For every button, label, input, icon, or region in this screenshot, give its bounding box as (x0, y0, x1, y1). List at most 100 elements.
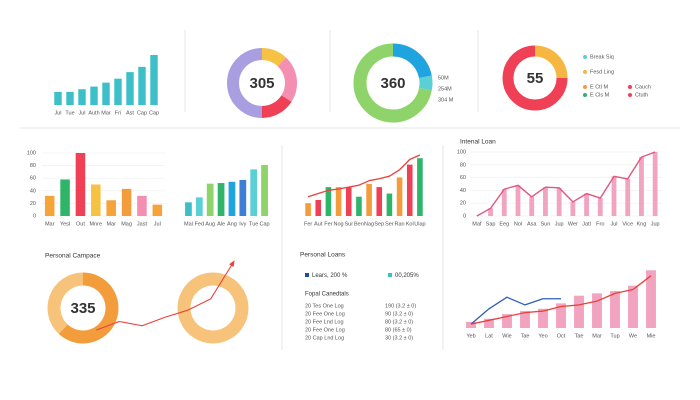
bar (515, 185, 521, 216)
x-tick-label: Aut (314, 221, 323, 227)
legend-swatch (628, 85, 632, 89)
x-tick-label: Ast (126, 110, 134, 116)
bar (150, 55, 158, 105)
bar (217, 183, 225, 216)
donut-segment (261, 48, 286, 67)
bar (137, 195, 147, 216)
x-tick-label: Out (76, 221, 85, 227)
bar (502, 314, 512, 328)
bar (556, 187, 562, 216)
bar (152, 204, 163, 216)
x-tick-label: Tue (65, 110, 74, 116)
legend-label: Break Siq (590, 54, 614, 60)
x-tick-label: Mar (592, 333, 602, 339)
y-tick-label: 20 (460, 201, 466, 207)
x-tick-label: Mnre (90, 221, 103, 227)
bar (345, 187, 352, 216)
bar (261, 165, 268, 216)
bar (60, 179, 70, 216)
x-tick-label: Maf (472, 221, 482, 227)
table-cell: 190 (3.2 ± 0) (385, 303, 416, 309)
bar (646, 270, 656, 328)
x-tick-label: Eeg (499, 221, 509, 227)
x-tick-label: Ivy (239, 221, 246, 227)
table-cell: 80 (65 ± 0) (385, 327, 412, 333)
y-tick-label: 40 (30, 188, 36, 194)
donut-segment (534, 45, 568, 79)
bar (195, 197, 203, 216)
donut-segment (261, 94, 292, 118)
x-tick-label: Fri (115, 110, 121, 116)
legend-swatch (628, 93, 632, 97)
bar (574, 295, 584, 328)
center-label: 55 (527, 70, 544, 87)
bar (597, 198, 603, 216)
x-tick-label: Kol (406, 221, 414, 227)
line (470, 296, 561, 325)
x-tick-label: Tup (610, 333, 619, 339)
bar (406, 164, 413, 216)
bar (250, 169, 258, 216)
x-tick-label: Ang (227, 221, 237, 227)
x-tick-label: Jul (154, 221, 161, 227)
x-tick-label: Nag (364, 221, 374, 227)
bar (138, 66, 146, 105)
x-tick-label: Tae (521, 333, 530, 339)
legend-swatch (305, 273, 309, 277)
bar (75, 153, 86, 216)
x-tick-label: Yeo (538, 333, 547, 339)
center-label: 335 (70, 300, 95, 317)
bar (121, 188, 132, 216)
legend-swatch (388, 273, 392, 277)
legend-label: Fesd Ling (590, 69, 614, 75)
legend-label: E Ctl M (590, 84, 608, 90)
bar (543, 187, 548, 216)
x-tick-label: Ben (354, 221, 364, 227)
center-label: 360 (380, 75, 405, 92)
x-tick-label: Mar (101, 110, 111, 116)
bar (44, 195, 55, 216)
line (476, 151, 656, 217)
x-tick-label: Ale (217, 221, 225, 227)
x-tick-label: Mar (106, 221, 116, 227)
table-cell: 20 Fee One Log (305, 311, 345, 317)
bar (610, 291, 620, 328)
x-tick-label: Wie (502, 333, 511, 339)
legend-label: Ctuth (635, 92, 648, 98)
x-tick-label: Mar (45, 221, 55, 227)
line (307, 154, 421, 198)
x-tick-label: Mie (647, 333, 656, 339)
donut-segment (418, 75, 433, 91)
x-tick-label: Nog (334, 221, 344, 227)
bar (54, 91, 62, 105)
x-tick-label: Jast (137, 221, 148, 227)
bar (396, 177, 403, 216)
x-tick-label: Yeb (466, 333, 475, 339)
bar (78, 89, 86, 105)
center-label: 305 (249, 75, 274, 92)
x-tick-label: Jatl (582, 221, 591, 227)
x-tick-label: Mag (121, 221, 132, 227)
segment-label: 254M (438, 86, 452, 92)
bar (91, 184, 101, 216)
x-tick-label: Nol (514, 221, 522, 227)
x-tick-label: Fed (195, 221, 204, 227)
donut-segment (353, 43, 432, 123)
bar (501, 189, 507, 216)
x-tick-label: Auth (88, 110, 99, 116)
bar (239, 179, 247, 216)
bar (417, 158, 423, 216)
legend-swatch (583, 70, 587, 74)
bar (538, 308, 548, 328)
x-tick-label: Jul (78, 110, 85, 116)
bar (592, 293, 602, 328)
bar (529, 196, 535, 216)
bar (639, 157, 644, 216)
donut-segment (58, 272, 119, 344)
chart-title: Intenal Loan (460, 139, 496, 146)
legend-label: Lears, 200 % (312, 273, 348, 279)
x-tick-label: Ulap (414, 221, 425, 227)
y-tick-label: 100 (457, 149, 466, 155)
bar (625, 178, 631, 216)
